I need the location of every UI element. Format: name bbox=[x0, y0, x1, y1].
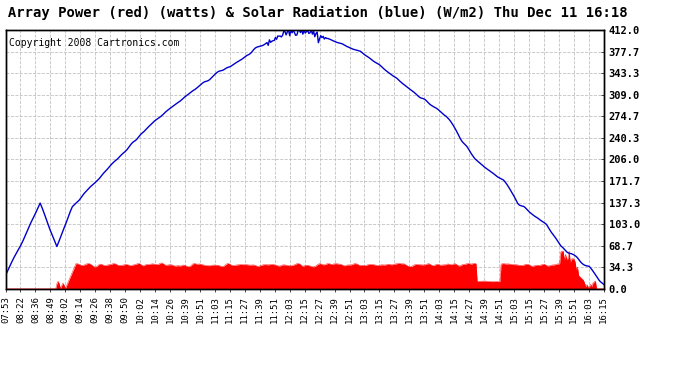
Text: West Array Power (red) (watts) & Solar Radiation (blue) (W/m2) Thu Dec 11 16:18: West Array Power (red) (watts) & Solar R… bbox=[0, 6, 627, 20]
Text: Copyright 2008 Cartronics.com: Copyright 2008 Cartronics.com bbox=[8, 38, 179, 48]
